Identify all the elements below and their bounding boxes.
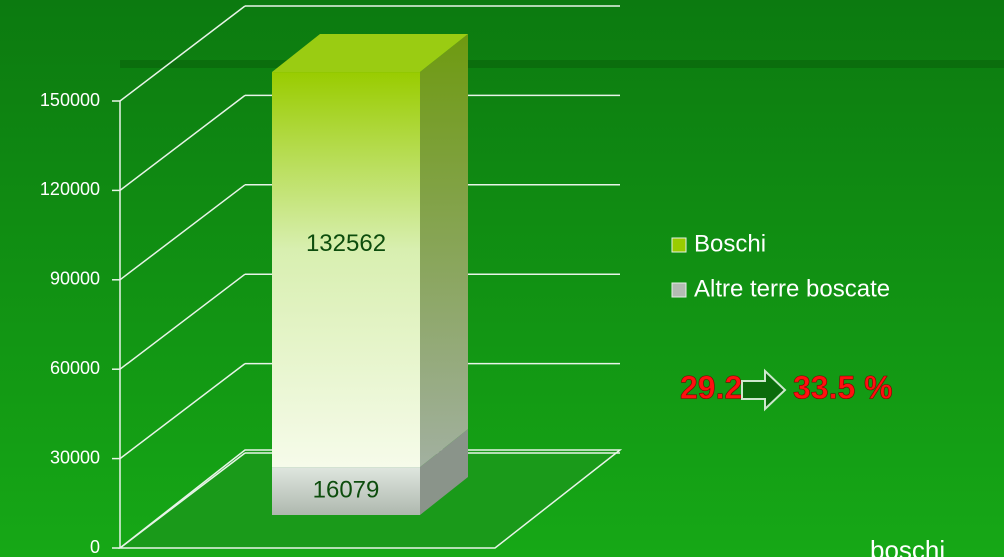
- legend-swatch: [671, 282, 687, 298]
- grid-line: [119, 452, 246, 549]
- y-tick-label: 0: [90, 537, 100, 557]
- bar: [272, 72, 420, 468]
- header-band: [120, 60, 1004, 68]
- bar-top: [272, 34, 468, 73]
- grid-line: [119, 94, 246, 191]
- data-label: 132562: [306, 230, 386, 257]
- arrow: [741, 368, 787, 412]
- bar-side: [420, 429, 468, 515]
- grid-line: [119, 363, 246, 460]
- legend-swatch: [671, 237, 687, 253]
- bar-side: [420, 34, 468, 468]
- legend: Boschi Altre terre boscate: [671, 230, 890, 302]
- grid-line: [119, 273, 246, 370]
- y-tick-label: 120000: [40, 179, 100, 199]
- y-tick-label: 90000: [50, 269, 100, 289]
- y-tick-label: 60000: [50, 358, 100, 378]
- y-tick-label: 30000: [50, 447, 100, 467]
- annotation-group: 29.2 33.5 % boschi: [680, 368, 945, 557]
- annotation: 33.5 %: [793, 369, 893, 405]
- legend-label: Boschi: [694, 230, 766, 257]
- legend-label: Altre terre boscate: [694, 275, 890, 302]
- annotation: 29.2: [680, 369, 742, 405]
- bar: [272, 467, 420, 515]
- bars: 16079 132562: [272, 34, 468, 515]
- annotation: boschi: [870, 535, 945, 557]
- data-label: 16079: [313, 476, 380, 503]
- grid-line: [119, 5, 246, 102]
- grid-line: [119, 184, 246, 281]
- y-tick-label: 150000: [40, 90, 100, 110]
